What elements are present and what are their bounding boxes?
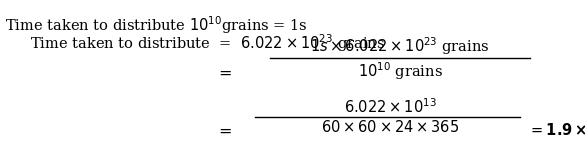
Text: $=$: $=$ xyxy=(215,121,232,138)
Text: $= \mathbf{1.9 \times 10^{6}}$ yr.: $= \mathbf{1.9 \times 10^{6}}$ yr. xyxy=(528,119,585,141)
Text: $=$: $=$ xyxy=(215,64,232,81)
Text: $60 \times 60 \times 24 \times 365$: $60 \times 60 \times 24 \times 365$ xyxy=(321,119,459,135)
Text: $10^{10}$ grains: $10^{10}$ grains xyxy=(357,60,442,82)
Text: Time taken to distribute  =  $6.022 \times 10^{23}$ grains: Time taken to distribute = $6.022 \times… xyxy=(30,32,385,54)
Text: Time taken to distribute $10^{10}$grains = 1s: Time taken to distribute $10^{10}$grains… xyxy=(5,14,308,36)
Text: $1s \times 6.022 \times 10^{23}$ grains: $1s \times 6.022 \times 10^{23}$ grains xyxy=(310,35,490,57)
Text: $6.022 \times 10^{13}$: $6.022 \times 10^{13}$ xyxy=(343,97,436,116)
